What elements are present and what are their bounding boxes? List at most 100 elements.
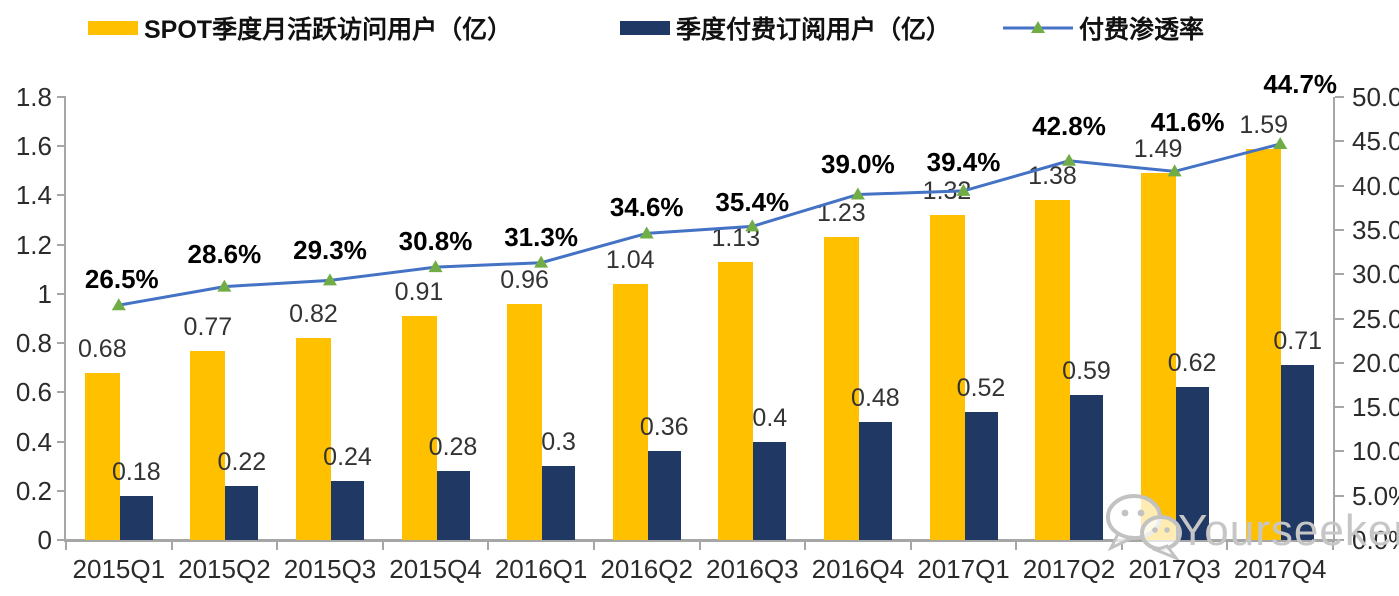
right-axis-tick (1335, 228, 1344, 231)
subscribers-bar (331, 480, 364, 540)
mau-value-label: 1.49 (1133, 135, 1183, 164)
subscribers-legend-swatch (620, 21, 670, 35)
penetration-rate-label: 34.6% (609, 192, 684, 223)
x-axis-tick (1332, 542, 1334, 550)
penetration-rate-label: 30.8% (398, 226, 473, 257)
mau-bar (1140, 173, 1176, 540)
line-marker-icon (111, 298, 126, 311)
subscribers-value-label: 0.62 (1167, 349, 1217, 378)
legend-item-subscribers: 季度付费订阅用户（亿） (620, 12, 951, 44)
x-axis-label: 2017Q2 (1022, 554, 1116, 584)
x-axis-tick (1226, 542, 1229, 550)
line-marker-icon (1273, 136, 1288, 149)
subscribers-value-label: 0.59 (1062, 356, 1111, 385)
left-axis-tick (57, 440, 66, 443)
mau-value-label: 1.59 (1239, 110, 1289, 139)
mau-bar (718, 261, 754, 540)
x-axis-tick (698, 542, 701, 550)
left-axis-tick (57, 194, 66, 197)
legend-item-penetration: 付费渗透率 (1003, 12, 1204, 44)
mau-bar (612, 284, 648, 540)
left-axis-tick (57, 539, 66, 541)
mau-bar (401, 316, 437, 540)
x-axis-label: 2016Q4 (811, 554, 905, 584)
right-axis-line (1333, 97, 1335, 540)
left-axis-tick (57, 145, 66, 148)
x-axis-label: 2017Q1 (917, 554, 1010, 584)
mau-bar (190, 350, 226, 540)
x-axis-tick (170, 542, 173, 550)
subscribers-bar (225, 485, 259, 540)
line-marker-icon (1062, 153, 1077, 166)
penetration-rate-label: 41.6% (1150, 107, 1225, 138)
subscribers-value-label: 0.3 (541, 428, 576, 457)
left-axis-tick (57, 489, 66, 492)
x-axis-tick (381, 542, 384, 550)
mau-value-label: 0.77 (183, 312, 233, 341)
mau-value-label: 1.04 (605, 246, 655, 274)
mau-value-label: 1.38 (1028, 162, 1077, 191)
x-axis-tick (276, 542, 279, 550)
subscribers-value-label: 0.28 (428, 433, 478, 462)
mau-bar (296, 338, 331, 540)
x-axis-tick (909, 542, 912, 550)
x-axis-tick (804, 542, 807, 550)
right-axis-tick-label: 15.0% (1352, 392, 1399, 423)
subscribers-bar (647, 451, 681, 540)
subscribers-value-label: 0.71 (1273, 327, 1323, 356)
right-axis-tick (1335, 539, 1344, 541)
mau-bar (1246, 148, 1282, 540)
right-axis-tick (1335, 96, 1344, 98)
y-axis-tick-label: 0.2 (15, 475, 52, 506)
penetration-rate-label: 39.0% (821, 148, 895, 179)
line-marker-icon (534, 255, 549, 268)
x-axis-tick (1120, 542, 1123, 550)
right-axis-tick-label: 20.0% (1352, 347, 1399, 378)
subscribers-value-label: 0.4 (752, 403, 788, 432)
mau-value-label: 0.82 (289, 300, 338, 329)
subscribers-value-label: 0.36 (639, 413, 689, 442)
x-axis-label: 2015Q3 (283, 554, 377, 584)
subscribers-bar (119, 495, 153, 540)
left-axis-tick (57, 292, 66, 295)
y-axis-tick-label: 1.6 (15, 131, 52, 162)
y-axis-tick-label: 1.4 (15, 180, 52, 211)
subscribers-bar (858, 421, 892, 540)
mau-bar (823, 237, 859, 540)
mau-legend-swatch (88, 21, 138, 35)
subscribers-value-label: 0.24 (323, 442, 372, 471)
subscribers-value-label: 0.52 (956, 374, 1006, 402)
mau-bar (507, 303, 543, 540)
penetration-rate-label: 28.6% (187, 238, 262, 269)
penetration-rate-label: 26.5% (84, 264, 159, 295)
y-axis-tick-label: 1.2 (15, 229, 52, 260)
subscribers-legend-label: 季度付费订阅用户（亿） (676, 16, 952, 44)
right-axis-tick-label: 10.0% (1352, 436, 1399, 467)
y-axis-tick-label: 0.8 (15, 328, 52, 359)
line-marker-icon (428, 260, 443, 273)
right-axis-tick-label: 30.0% (1352, 259, 1399, 290)
right-axis-tick (1335, 140, 1344, 143)
x-axis-tick (487, 542, 490, 550)
x-axis-tick (65, 542, 67, 550)
penetration-rate-label: 35.4% (715, 187, 790, 218)
line-marker-icon (217, 279, 232, 292)
mau-value-label: 0.68 (77, 334, 127, 363)
right-axis-tick (1335, 450, 1344, 453)
mau-value-label: 0.96 (500, 265, 549, 294)
mau-legend-label: SPOT季度月活跃访问用户（亿） (144, 16, 513, 44)
x-axis-line (64, 539, 1335, 542)
left-axis-tick (57, 391, 66, 394)
subscribers-bar (1281, 365, 1315, 540)
x-axis-label: 2015Q2 (178, 554, 271, 584)
subscribers-bar (436, 471, 470, 540)
subscribers-value-label: 0.48 (851, 383, 900, 412)
left-axis-tick (57, 96, 66, 98)
left-axis-tick (57, 342, 66, 345)
right-axis-tick-label: 0.0% (1352, 525, 1399, 555)
wechat-icon (1104, 490, 1186, 571)
legend-item-mau: SPOT季度月活跃访问用户（亿） (88, 12, 512, 44)
right-axis-tick (1335, 361, 1344, 364)
right-axis-tick (1335, 406, 1344, 409)
line-marker-icon (639, 226, 654, 239)
